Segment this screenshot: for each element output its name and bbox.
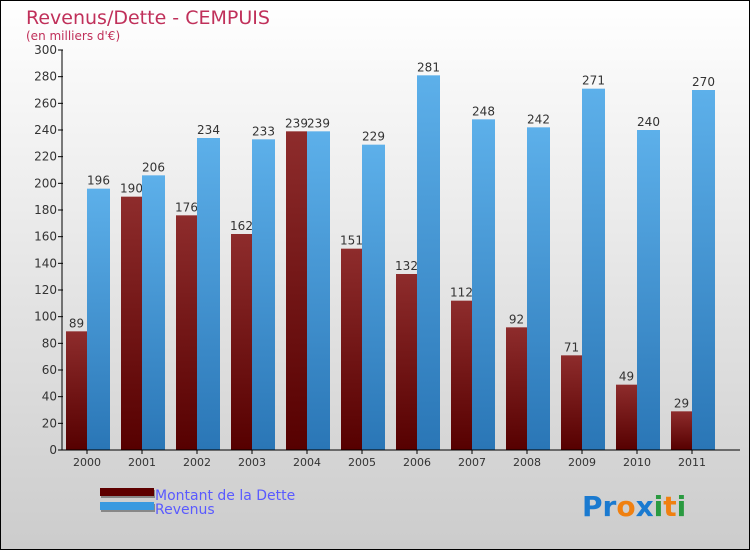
x-tick-label: 2011 bbox=[678, 456, 706, 469]
data-label: 239 bbox=[307, 116, 330, 130]
data-label: 206 bbox=[142, 160, 165, 174]
y-tick-label: 220 bbox=[34, 150, 57, 164]
x-tick-label: 2009 bbox=[568, 456, 596, 469]
y-tick-label: 240 bbox=[34, 123, 57, 137]
bar-dette-2005 bbox=[341, 248, 362, 450]
x-tick-label: 2008 bbox=[513, 456, 541, 469]
x-tick-label: 2006 bbox=[403, 456, 431, 469]
bar-dette-2011 bbox=[671, 411, 692, 450]
data-label: 239 bbox=[285, 116, 308, 130]
data-label: 112 bbox=[450, 286, 473, 300]
bar-revenus-2007 bbox=[472, 119, 495, 450]
x-tick-label: 2000 bbox=[73, 456, 101, 469]
bar-revenus-2001 bbox=[142, 175, 165, 451]
data-label: 49 bbox=[619, 370, 634, 384]
bar-revenus-2005 bbox=[362, 144, 385, 450]
x-tick-label: 2004 bbox=[293, 456, 321, 469]
data-label: 233 bbox=[252, 124, 275, 138]
data-label: 248 bbox=[472, 104, 495, 118]
data-label: 229 bbox=[362, 130, 385, 144]
bar-dette-2007 bbox=[451, 300, 472, 450]
proxiti-logo: Proxiti bbox=[582, 490, 686, 523]
data-label: 196 bbox=[87, 174, 110, 188]
bar-dette-2003 bbox=[231, 234, 252, 450]
bar-revenus-2008 bbox=[527, 127, 550, 450]
chart-title: Revenus/Dette - CEMPUIS bbox=[26, 7, 270, 29]
y-tick-label: 100 bbox=[34, 310, 57, 324]
bar-dette-2004 bbox=[286, 131, 307, 451]
data-label: 176 bbox=[175, 200, 198, 214]
bar-revenus-2009 bbox=[582, 88, 605, 451]
y-tick-label: 300 bbox=[34, 43, 57, 57]
y-tick-label: 160 bbox=[34, 230, 57, 244]
bar-revenus-2011 bbox=[692, 90, 715, 450]
y-tick-label: 0 bbox=[49, 443, 57, 457]
bar-dette-2008 bbox=[506, 327, 527, 450]
y-tick-label: 180 bbox=[34, 203, 57, 217]
chart-subtitle: (en milliers d'€) bbox=[26, 29, 120, 43]
bar-revenus-2004 bbox=[307, 131, 330, 451]
y-tick-label: 140 bbox=[34, 256, 57, 270]
bar-dette-2002 bbox=[176, 215, 197, 450]
y-tick-label: 60 bbox=[42, 363, 57, 377]
data-label: 29 bbox=[674, 396, 689, 410]
x-tick-label: 2005 bbox=[348, 456, 376, 469]
bar-dette-2001 bbox=[121, 196, 142, 450]
y-tick-label: 80 bbox=[42, 336, 57, 350]
bar-dette-2009 bbox=[561, 355, 582, 450]
data-label: 270 bbox=[692, 75, 715, 89]
data-label: 151 bbox=[340, 234, 363, 248]
y-tick-label: 280 bbox=[34, 70, 57, 84]
bar-revenus-2002 bbox=[197, 138, 220, 450]
bar-dette-2010 bbox=[616, 384, 637, 450]
x-tick-label: 2003 bbox=[238, 456, 266, 469]
bar-dette-2000 bbox=[66, 331, 87, 450]
data-label: 234 bbox=[197, 123, 220, 137]
x-tick-label: 2002 bbox=[183, 456, 211, 469]
x-tick-label: 2007 bbox=[458, 456, 486, 469]
y-tick-label: 200 bbox=[34, 176, 57, 190]
data-label: 92 bbox=[509, 312, 524, 326]
x-tick-label: 2010 bbox=[623, 456, 651, 469]
data-label: 89 bbox=[69, 316, 84, 330]
data-label: 240 bbox=[637, 115, 660, 129]
data-label: 71 bbox=[564, 340, 579, 354]
y-tick-label: 120 bbox=[34, 283, 57, 297]
bar-revenus-2000 bbox=[87, 188, 110, 450]
y-tick-label: 20 bbox=[42, 416, 57, 430]
legend: Montant de la Dette Revenus bbox=[100, 488, 295, 518]
data-label: 190 bbox=[120, 182, 143, 196]
data-label: 271 bbox=[582, 74, 605, 88]
legend-label-dette: Montant de la Dette bbox=[155, 488, 295, 504]
svg-text:Proxiti: Proxiti bbox=[582, 490, 686, 523]
legend-label-revenus: Revenus bbox=[155, 502, 215, 518]
x-tick-label: 2001 bbox=[128, 456, 156, 469]
data-label: 162 bbox=[230, 219, 253, 233]
legend-swatch-dette bbox=[100, 488, 154, 496]
legend-swatch-revenus bbox=[100, 502, 154, 510]
data-label: 132 bbox=[395, 259, 418, 273]
bar-dette-2006 bbox=[396, 274, 417, 450]
bar-revenus-2010 bbox=[637, 130, 660, 450]
y-tick-label: 260 bbox=[34, 96, 57, 110]
data-label: 242 bbox=[527, 112, 550, 126]
data-label: 281 bbox=[417, 60, 440, 74]
bar-revenus-2006 bbox=[417, 75, 440, 450]
bar-revenus-2003 bbox=[252, 139, 275, 451]
y-tick-label: 40 bbox=[42, 390, 57, 404]
